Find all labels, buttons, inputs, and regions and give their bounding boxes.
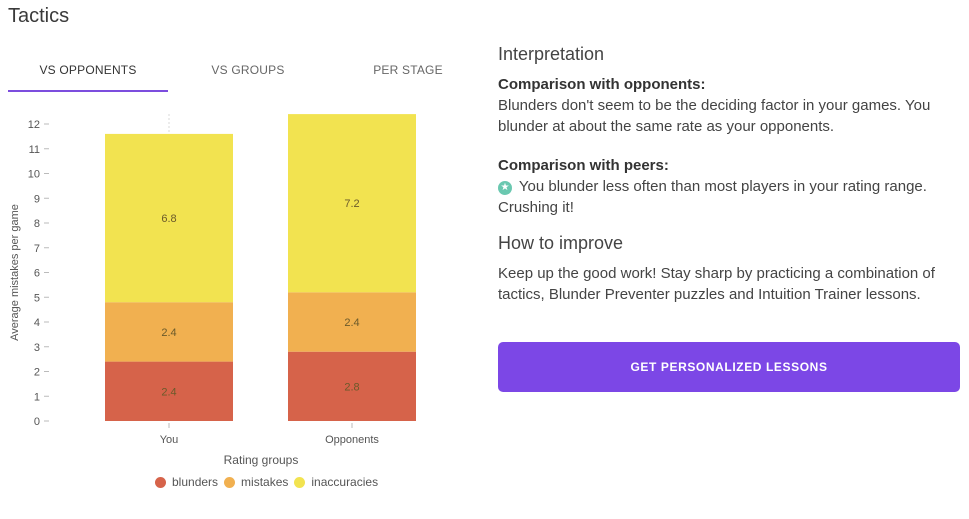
y-tick-label: 0 <box>34 416 40 428</box>
y-tick-label: 12 <box>28 119 40 131</box>
tab-vs-opponents[interactable]: VS OPPONENTS <box>8 52 168 92</box>
bar-inaccuracies-opponents <box>288 114 416 293</box>
bar-inaccuracies-you <box>105 133 233 303</box>
y-tick-label: 11 <box>29 144 40 156</box>
peers-comparison-paragraph: ★ You blunder less often than most playe… <box>498 176 960 218</box>
bar-blunders-opponents <box>288 351 416 421</box>
tab-per-stage[interactable]: PER STAGE <box>373 63 443 77</box>
legend-item-blunders[interactable]: blunders <box>155 475 218 489</box>
tab-vs-groups[interactable]: VS GROUPS <box>211 63 285 77</box>
x-tick-label: You <box>160 434 179 446</box>
y-tick-label: 7 <box>34 243 40 255</box>
opponents-comparison-text: Blunders don't seem to be the deciding f… <box>498 97 931 135</box>
mistakes-swatch <box>224 476 236 488</box>
legend-item-inaccuracies[interactable]: inaccuracies <box>294 475 378 489</box>
inaccuracies-swatch <box>294 476 306 488</box>
y-tick-label: 5 <box>34 292 40 304</box>
peers-comparison-text: You blunder less often than most players… <box>498 178 927 216</box>
bar-label-blunders-you: 2.4 <box>161 386 176 398</box>
blunders-swatch <box>155 476 166 488</box>
y-tick-label: 9 <box>34 193 40 205</box>
bar-mistakes-opponents <box>288 292 416 352</box>
improve-text: Keep up the good work! Stay sharp by pra… <box>498 265 935 303</box>
legend-label-inaccuracies: inaccuracies <box>311 475 379 489</box>
improve-heading: How to improve <box>498 233 624 253</box>
interpretation-panel: Interpretation Comparison with opponents… <box>498 44 960 305</box>
opponents-comparison-title: Comparison with opponents: <box>498 76 706 93</box>
page-title: Tactics <box>8 5 70 27</box>
legend-label-blunders: blunders <box>172 475 219 489</box>
bar-label-blunders-opponents: 2.8 <box>344 381 359 393</box>
get-personalized-lessons-button[interactable]: GET PERSONALIZED LESSONS <box>498 342 960 392</box>
bar-blunders-you <box>105 361 233 421</box>
chart-legend: blunders mistakes inaccuracies <box>155 475 384 489</box>
x-tick-label: Opponents <box>325 434 379 446</box>
legend-item-mistakes[interactable]: mistakes <box>224 475 288 489</box>
y-tick-label: 8 <box>34 218 40 230</box>
y-tick-label: 6 <box>34 268 40 280</box>
y-tick-label: 4 <box>34 317 40 329</box>
y-axis-label: Average mistakes per game <box>9 204 21 341</box>
bar-label-mistakes-opponents: 2.4 <box>344 317 359 329</box>
y-tick-label: 1 <box>34 391 40 403</box>
bar-label-inaccuracies-you: 6.8 <box>161 213 176 225</box>
bar-mistakes-you <box>105 302 233 362</box>
x-axis-label: Rating groups <box>224 453 299 467</box>
bar-label-inaccuracies-opponents: 7.2 <box>344 198 359 210</box>
bar-label-mistakes-you: 2.4 <box>161 327 176 339</box>
y-tick-label: 3 <box>34 342 40 354</box>
y-tick-label: 2 <box>34 367 40 379</box>
interpretation-heading: Interpretation <box>498 44 605 64</box>
legend-label-mistakes: mistakes <box>241 475 289 489</box>
tab-bar: VS OPPONENTS VS GROUPS PER STAGE <box>8 52 488 94</box>
star-badge-icon: ★ <box>498 181 512 195</box>
peers-comparison-title: Comparison with peers: <box>498 157 669 174</box>
y-tick-label: 10 <box>28 169 40 181</box>
